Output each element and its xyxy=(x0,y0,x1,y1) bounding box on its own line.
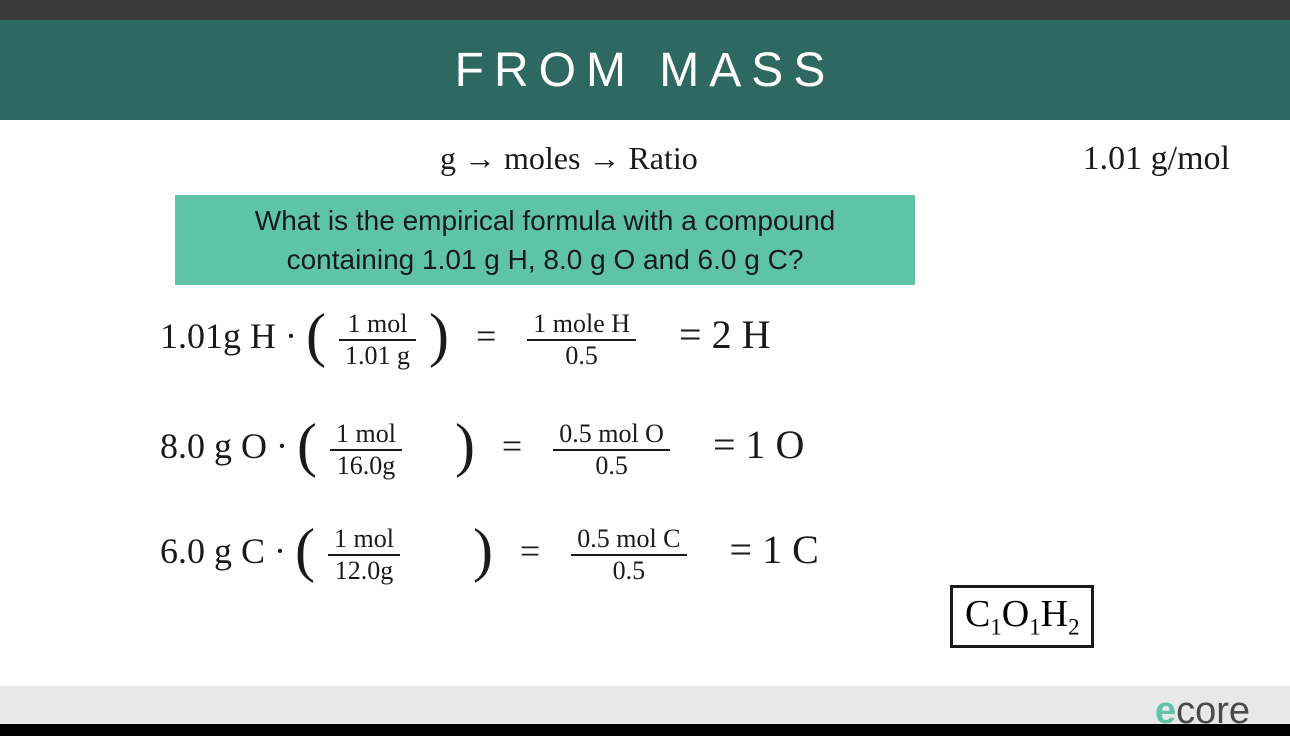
answer-o: O xyxy=(1002,593,1029,635)
calc2-den: 16.0g xyxy=(330,451,402,481)
question-line1: What is the empirical formula with a com… xyxy=(255,201,835,240)
calc3-num: 1 mol xyxy=(328,524,400,556)
calc2-mid-den: 0.5 xyxy=(553,451,670,481)
calc1-mid-num: 1 mole H xyxy=(527,309,636,341)
answer-h: H xyxy=(1041,593,1068,635)
paren-open: ( xyxy=(297,411,317,480)
calc3-frac: 1 mol 12.0g xyxy=(328,524,400,586)
answer-c: C xyxy=(965,593,990,635)
answer-box: C1O1H2 xyxy=(950,585,1094,648)
question-line2: containing 1.01 g H, 8.0 g O and 6.0 g C… xyxy=(287,240,804,279)
calc2-left: 8.0 g O · xyxy=(160,426,288,466)
answer-o-sub: 1 xyxy=(1029,615,1040,640)
process-note: g → moles → Ratio xyxy=(440,140,698,177)
slide-title: FROM MASS xyxy=(455,43,836,98)
calc3-den: 12.0g xyxy=(328,556,400,586)
calc3-left: 6.0 g C · xyxy=(160,531,286,571)
answer-h-sub: 2 xyxy=(1068,615,1079,640)
slide-content: g → moles → Ratio 1.01 g/mol What is the… xyxy=(0,120,1290,686)
calc2-mid: 0.5 mol O 0.5 xyxy=(553,419,670,481)
molar-mass-note: 1.01 g/mol xyxy=(1083,140,1230,178)
paren-close: ) xyxy=(473,516,493,585)
calc1-den: 1.01 g xyxy=(339,341,416,371)
paren-close: ) xyxy=(455,411,475,480)
calc1-result: = 2 H xyxy=(679,312,770,357)
bottom-black-bar xyxy=(0,724,1290,736)
slide-header: FROM MASS xyxy=(0,20,1290,120)
calc3-mid-den: 0.5 xyxy=(571,556,686,586)
question-box: What is the empirical formula with a com… xyxy=(175,195,915,285)
calc1-left: 1.01g H · xyxy=(160,316,297,356)
calc1-eq: = xyxy=(476,316,496,356)
calc3-mid: 0.5 mol C 0.5 xyxy=(571,524,686,586)
calc2-eq: = xyxy=(502,426,522,466)
paren-open: ( xyxy=(306,301,326,370)
paren-close: ) xyxy=(429,301,449,370)
calc3-eq: = xyxy=(520,531,540,571)
answer-c-sub: 1 xyxy=(990,615,1001,640)
calc-row-2: 8.0 g O · ( 1 mol 16.0g ) = 0.5 mol O 0.… xyxy=(160,415,804,484)
calc2-result: = 1 O xyxy=(713,422,804,467)
calc2-num: 1 mol xyxy=(330,419,402,451)
calc1-mid-den: 0.5 xyxy=(527,341,636,371)
calc2-frac: 1 mol 16.0g xyxy=(330,419,402,481)
paren-open: ( xyxy=(295,516,315,585)
calc3-mid-num: 0.5 mol C xyxy=(571,524,686,556)
calc1-frac: 1 mol 1.01 g xyxy=(339,309,416,371)
calc1-mid: 1 mole H 0.5 xyxy=(527,309,636,371)
calc3-result: = 1 C xyxy=(730,527,819,572)
calc2-mid-num: 0.5 mol O xyxy=(553,419,670,451)
calc1-num: 1 mol xyxy=(339,309,416,341)
calc-row-1: 1.01g H · ( 1 mol 1.01 g ) = 1 mole H 0.… xyxy=(160,305,771,374)
top-bar xyxy=(0,0,1290,20)
calc-row-3: 6.0 g C · ( 1 mol 12.0g ) = 0.5 mol C 0.… xyxy=(160,520,819,589)
